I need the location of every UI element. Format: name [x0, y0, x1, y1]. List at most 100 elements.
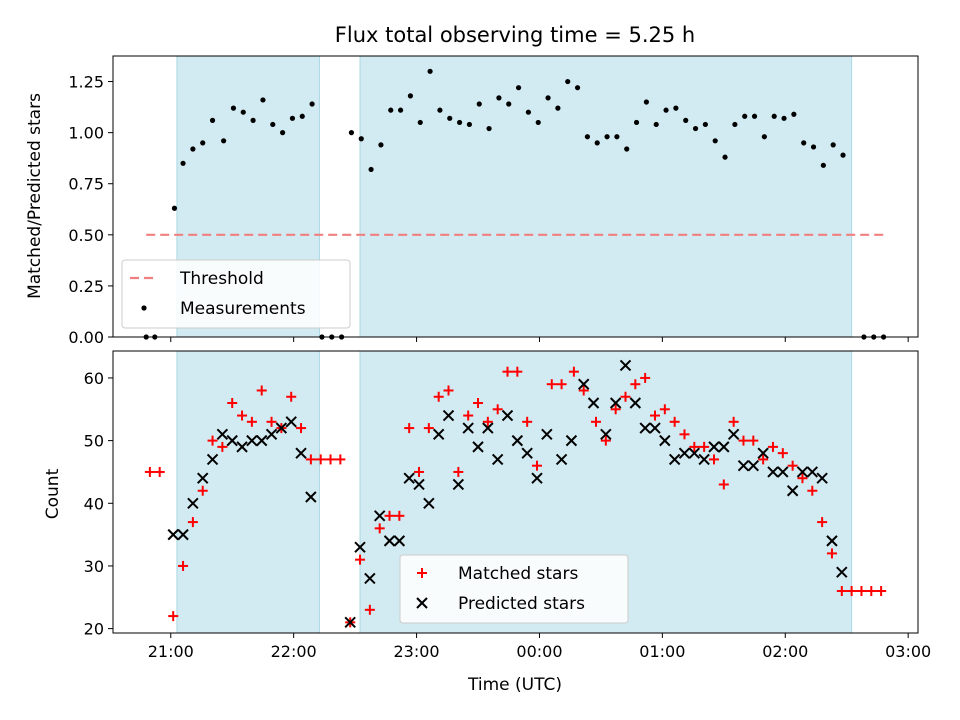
bottom-predicted-point	[236, 441, 248, 453]
top-ytick-label: 0.25	[68, 277, 104, 296]
bottom-matched-point	[482, 416, 493, 427]
bottom-predicted-point	[629, 397, 642, 409]
x-marker-b	[452, 478, 465, 491]
bottom-matched-point	[797, 473, 808, 484]
bottom-matched-point	[787, 460, 798, 471]
top-measurement-point	[712, 138, 718, 144]
top-measurement-point	[683, 117, 689, 123]
bottom-xtick-label: 00:00	[516, 642, 562, 661]
x-marker-b	[167, 528, 179, 541]
bottom-matched-point	[767, 441, 778, 452]
bottom-matched-point	[492, 404, 503, 415]
bottom-matched-point	[728, 416, 739, 427]
bottom-predicted-point	[246, 434, 258, 447]
bottom-matched-point	[591, 416, 601, 427]
bottom-plot-panel: 20 30 40 50 60 21:00 22:00 23:00 00:00 01:00 02:00…	[84, 350, 931, 661]
x-marker-b	[587, 397, 600, 409]
bottom-matched-point	[296, 423, 307, 434]
x-marker-b	[826, 535, 838, 547]
bottom-predicted-point	[619, 359, 632, 372]
legend-label: Predicted stars	[458, 594, 585, 614]
x-marker-b	[197, 472, 209, 484]
bottom-predicted-point	[565, 434, 578, 447]
bottom-predicted-point	[727, 428, 740, 441]
x-marker-b	[432, 428, 445, 441]
bottom-matched-point	[578, 385, 589, 396]
top-measurement-point	[702, 121, 708, 128]
x-marker-b	[718, 441, 730, 453]
bottom-predicted-point	[482, 422, 494, 434]
top-measurement-point	[378, 142, 384, 148]
bottom-matched-point	[325, 454, 336, 465]
bottom-axes-frame	[112, 350, 919, 634]
x-marker-b	[649, 422, 661, 434]
bottom-predicted-point	[757, 447, 769, 459]
top-measurement-point	[555, 105, 561, 111]
bottom-matched-point	[718, 479, 729, 490]
x-marker-b	[364, 572, 376, 585]
bottom-matched-point	[246, 416, 257, 427]
x-marker-b	[757, 447, 769, 459]
bottom-predicted-point	[364, 572, 376, 585]
top-legend: Threshold Measurements	[121, 259, 351, 329]
top-measurement-point	[830, 142, 836, 148]
bottom-predicted-point	[462, 422, 474, 434]
legend-box	[399, 554, 629, 624]
bottom-ytick-label: 50	[84, 432, 104, 451]
bottom-predicted-point	[806, 466, 819, 478]
top-measurement-point	[496, 95, 502, 101]
top-measurement-point	[388, 107, 394, 113]
top-measurement-point	[280, 130, 286, 136]
bottom-predicted-point	[836, 566, 848, 578]
bottom-predicted-point	[639, 422, 651, 434]
bottom-matched-point	[708, 454, 719, 465]
x-marker-b	[383, 535, 396, 547]
top-measurement-point	[466, 121, 473, 128]
x-marker-b	[413, 478, 425, 491]
x-marker-b	[265, 428, 278, 441]
top-measurement-point	[604, 134, 610, 140]
top-measurement-point	[732, 121, 738, 128]
bottom-predicted-point	[501, 409, 514, 422]
top-measurement-point	[545, 95, 551, 101]
bottom-ytick-label: 30	[84, 557, 104, 576]
bottom-matched-point	[335, 454, 346, 465]
top-plot-panel: 0.00 0.25 0.50 0.75 1.00 1.25 Threshold Measure…	[68, 55, 919, 347]
top-measurement-point	[270, 121, 276, 128]
top-measurement-point	[250, 117, 256, 123]
bottom-predicted-point	[442, 409, 455, 422]
bottom-matched-point	[866, 586, 877, 597]
bottom-matched-point	[826, 548, 837, 559]
legend-label: Threshold	[179, 269, 264, 289]
top-measurement-point	[397, 107, 404, 113]
bottom-predicted-point	[668, 453, 681, 466]
legend-measurement-swatch	[141, 305, 147, 311]
bottom-matched-point	[178, 560, 189, 571]
x-marker-b	[285, 416, 297, 428]
bottom-matched-point	[876, 586, 887, 597]
top-measurement-point	[209, 117, 216, 123]
bottom-shaded-interval	[176, 350, 320, 634]
bottom-xtick-label: 22:00	[271, 642, 317, 661]
chart-title: Flux total observing time = 5.25 h	[335, 23, 695, 47]
bottom-predicted-point	[747, 459, 760, 472]
bottom-matched-point	[453, 466, 464, 477]
x-marker-b	[482, 422, 494, 434]
top-measurement-point	[663, 107, 669, 113]
top-measurement-point	[535, 119, 541, 126]
bottom-predicted-point	[177, 528, 189, 541]
bottom-predicted-point	[531, 472, 543, 484]
bottom-predicted-point	[275, 422, 288, 434]
top-measurement-point	[368, 166, 374, 173]
bottom-matched-point	[305, 454, 316, 465]
x-marker-b	[354, 541, 366, 553]
bottom-matched-point	[568, 366, 579, 377]
bottom-xlabel: Time (UTC)	[467, 675, 562, 695]
top-measurement-point	[771, 113, 777, 119]
top-ytick-label: 0.50	[68, 226, 104, 245]
bottom-matched-point	[532, 460, 543, 471]
top-measurement-point	[417, 119, 423, 126]
top-measurement-point	[348, 130, 355, 136]
top-measurement-point	[820, 162, 826, 168]
top-measurement-point	[633, 119, 640, 126]
